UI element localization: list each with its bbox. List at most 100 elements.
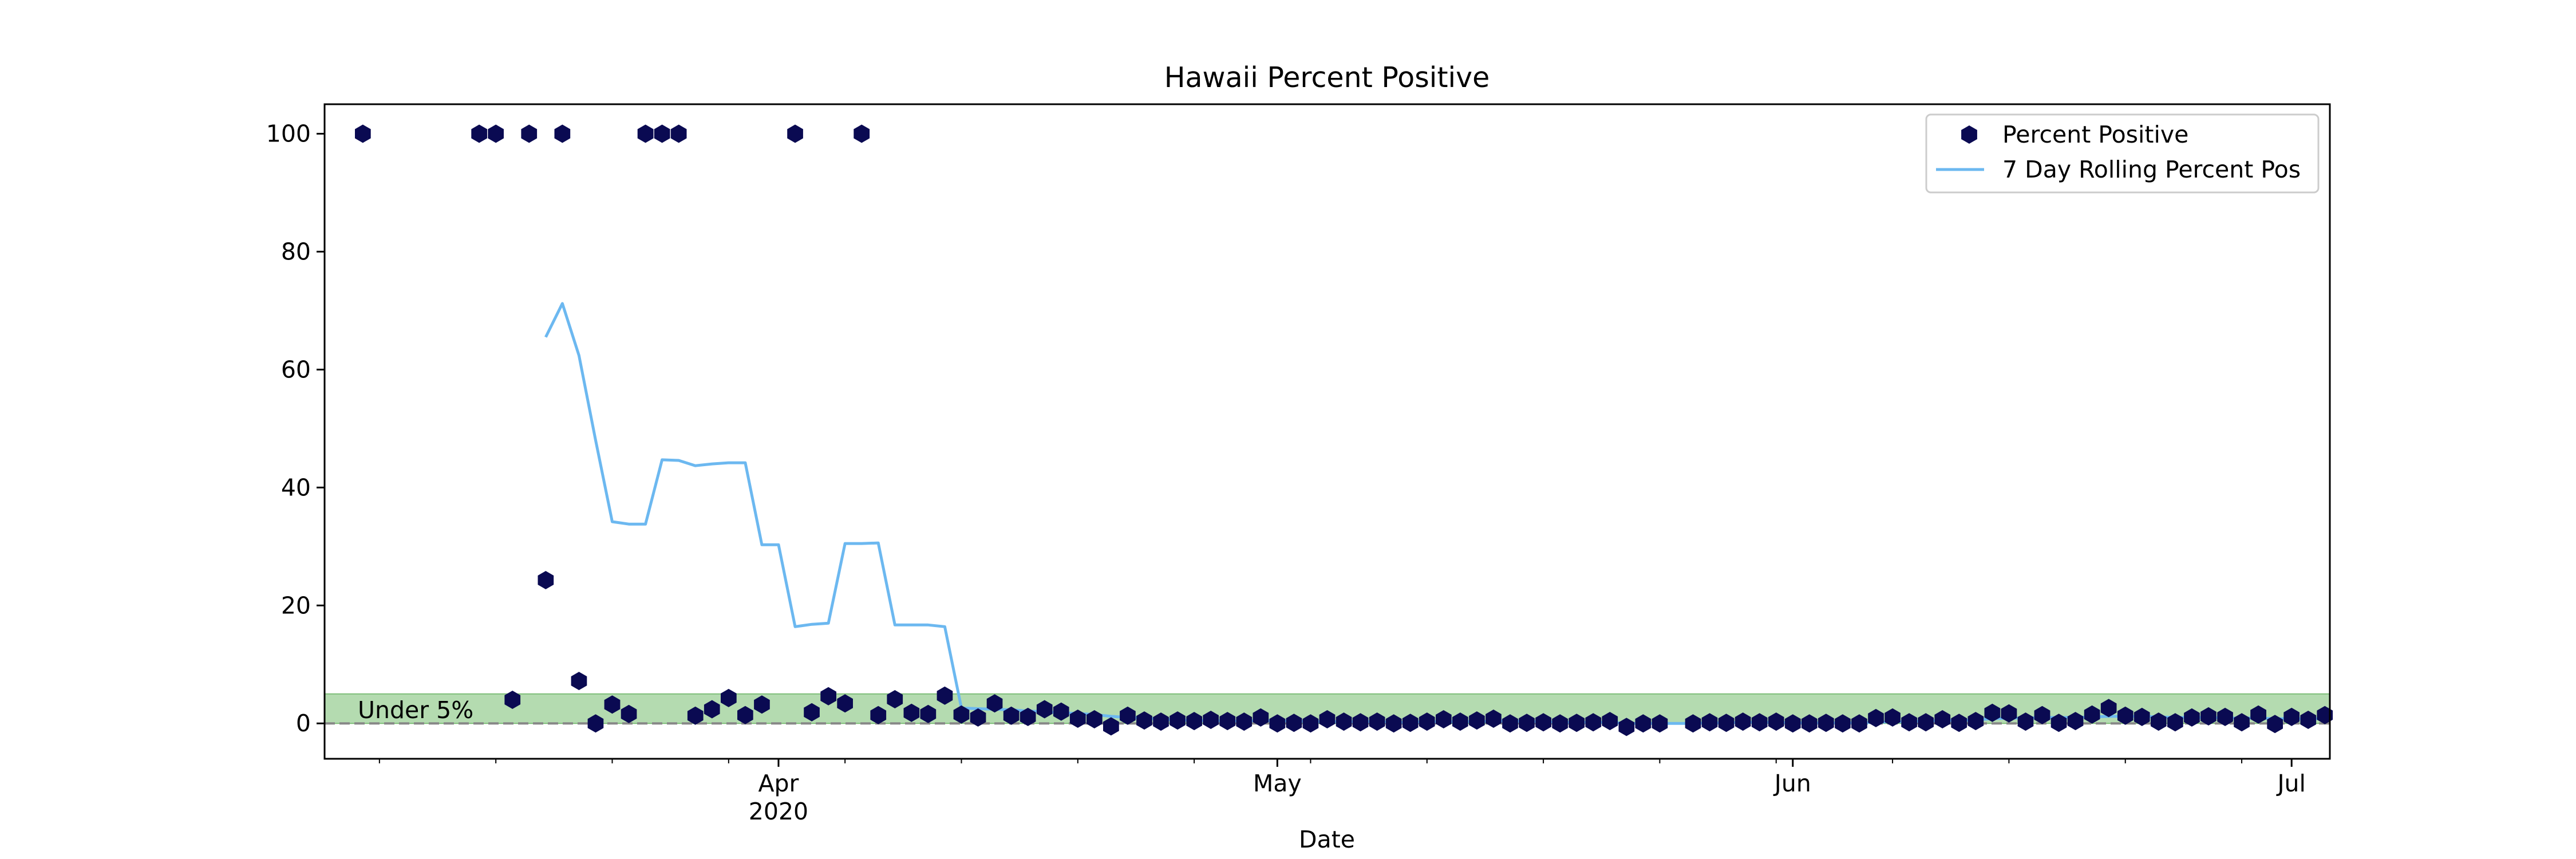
data-point — [1003, 706, 1020, 725]
data-point — [1768, 712, 1784, 731]
data-point — [1086, 710, 1103, 728]
data-point — [1452, 712, 1468, 731]
data-point — [1153, 712, 1169, 731]
data-point — [937, 686, 953, 705]
data-point — [1053, 702, 1069, 721]
data-point — [1718, 714, 1735, 732]
data-point — [2084, 705, 2100, 724]
data-point — [1701, 713, 1718, 732]
data-point — [1036, 700, 1053, 719]
data-point — [1069, 710, 1086, 728]
data-point — [903, 703, 920, 722]
data-point — [571, 672, 587, 691]
data-point — [1535, 713, 1551, 732]
data-point — [587, 714, 604, 733]
data-point — [1236, 712, 1253, 731]
data-point — [504, 691, 521, 709]
x-tick-label: Apr — [758, 770, 799, 797]
data-point — [1519, 714, 1535, 732]
data-point — [854, 124, 870, 143]
data-point — [2100, 699, 2117, 718]
data-point — [1901, 713, 1917, 732]
data-point — [1286, 714, 1302, 732]
data-point — [1120, 706, 1136, 725]
data-point — [1485, 710, 1502, 728]
data-point — [2267, 715, 2283, 734]
data-point — [1336, 712, 1352, 731]
data-point — [2117, 706, 2134, 725]
data-point — [1170, 711, 1186, 730]
data-point — [1103, 717, 1119, 736]
data-point — [1385, 714, 1402, 733]
data-point — [1984, 703, 2001, 722]
data-point — [2167, 713, 2183, 732]
data-point — [787, 124, 803, 143]
data-point — [2317, 706, 2333, 724]
data-point — [1369, 712, 1385, 731]
data-point — [1136, 711, 1152, 730]
data-point — [2034, 706, 2050, 724]
data-point — [2134, 707, 2150, 726]
data-point — [1203, 711, 1219, 729]
y-tick-label: 100 — [266, 120, 311, 147]
data-point — [1186, 712, 1202, 731]
data-point — [1568, 714, 1585, 732]
data-point — [704, 700, 720, 719]
data-point — [1751, 713, 1768, 732]
data-point — [1419, 712, 1435, 731]
data-point — [820, 687, 836, 706]
data-point — [1918, 713, 1934, 732]
data-point — [355, 124, 371, 143]
x-tick-label: May — [1253, 770, 1302, 797]
data-point — [1269, 714, 1286, 733]
legend: Percent Positive 7 Day Rolling Percent Po… — [1925, 113, 2320, 194]
data-point — [1502, 714, 1518, 733]
data-point — [1868, 708, 1884, 727]
data-point — [1585, 713, 1602, 732]
x-tick-sublabel: 2020 — [749, 798, 808, 825]
data-point — [2151, 712, 2167, 731]
data-point — [2200, 707, 2217, 726]
data-point — [2250, 705, 2266, 724]
y-tick-label: 0 — [296, 710, 311, 737]
data-point — [2234, 713, 2250, 732]
data-point — [471, 124, 487, 143]
data-point — [970, 708, 986, 727]
data-point — [654, 124, 670, 143]
data-point — [953, 705, 970, 724]
data-point — [1402, 714, 1419, 732]
data-point — [1685, 714, 1701, 733]
data-point — [1851, 714, 1867, 733]
legend-label-rolling: 7 Day Rolling Percent Pos — [2002, 156, 2301, 183]
x-tick-label: Jun — [1773, 770, 1811, 797]
data-point — [1635, 714, 1652, 733]
data-point — [1436, 710, 1452, 728]
data-point — [2017, 712, 2034, 731]
data-point — [1469, 711, 1485, 730]
data-point — [637, 124, 654, 143]
data-point — [1934, 710, 1951, 728]
data-point — [754, 695, 770, 714]
data-point — [986, 694, 1003, 713]
chart-title: Hawaii Percent Positive — [1164, 61, 1490, 94]
data-point — [2067, 712, 2084, 731]
data-point — [1801, 714, 1818, 733]
data-point — [1835, 714, 1851, 733]
data-point — [1253, 708, 1269, 727]
data-point — [604, 695, 621, 714]
data-point — [1352, 713, 1369, 732]
legend-label-percent-positive: Percent Positive — [2002, 121, 2188, 148]
data-point — [1552, 714, 1568, 733]
data-point — [1967, 712, 1984, 731]
x-tick-label: Jul — [2275, 770, 2305, 797]
data-point — [2050, 714, 2067, 732]
data-point — [1618, 718, 1635, 736]
data-point — [538, 571, 554, 589]
data-point — [1302, 714, 1319, 733]
data-point — [488, 124, 504, 143]
data-point — [1884, 708, 1901, 727]
data-point — [2001, 704, 2017, 723]
